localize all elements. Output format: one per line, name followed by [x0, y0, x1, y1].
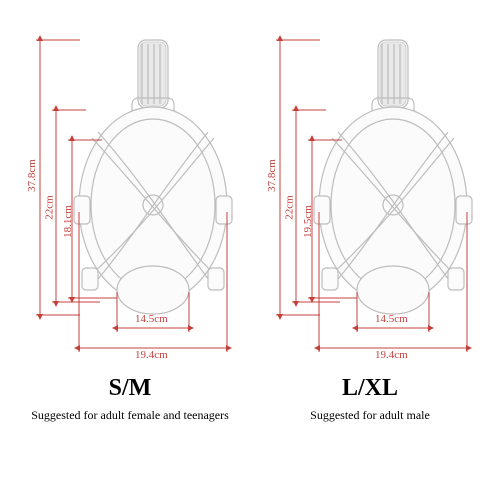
size-label-lxl: L/XL: [260, 375, 480, 402]
panel-sm: 37.8cm 22cm 18.1cm 14.5cm 19.4cm S/M Sug…: [20, 30, 240, 470]
subtitle-sm: Suggested for adult female and teenagers: [20, 408, 240, 423]
dim-total-height: 37.8cm: [27, 159, 38, 192]
figure-sm: 37.8cm 22cm 18.1cm 14.5cm 19.4cm: [20, 30, 240, 360]
dim-chin-width: 14.5cm: [375, 314, 408, 325]
panel-lxl: 37.8cm 22cm 19.5cm 14.5cm 19.4cm L/XL Su…: [260, 30, 480, 470]
dim-outer-width: 19.4cm: [135, 350, 168, 361]
mask-outline: [314, 40, 472, 314]
size-label-sm: S/M: [20, 375, 240, 402]
mask-outline: [74, 40, 232, 314]
dim-inner-height: 18.1cm: [63, 205, 74, 238]
figure-lxl: 37.8cm 22cm 19.5cm 14.5cm 19.4cm: [260, 30, 480, 360]
dim-face-height: 22cm: [285, 195, 296, 219]
dim-face-height: 22cm: [45, 195, 56, 219]
subtitle-lxl: Suggested for adult male: [260, 408, 480, 423]
dim-chin-width: 14.5cm: [135, 314, 168, 325]
dim-total-height: 37.8cm: [267, 159, 278, 192]
size-chart: 37.8cm 22cm 18.1cm 14.5cm 19.4cm S/M Sug…: [0, 0, 500, 500]
dim-inner-height: 19.5cm: [303, 205, 314, 238]
dim-outer-width: 19.4cm: [375, 350, 408, 361]
